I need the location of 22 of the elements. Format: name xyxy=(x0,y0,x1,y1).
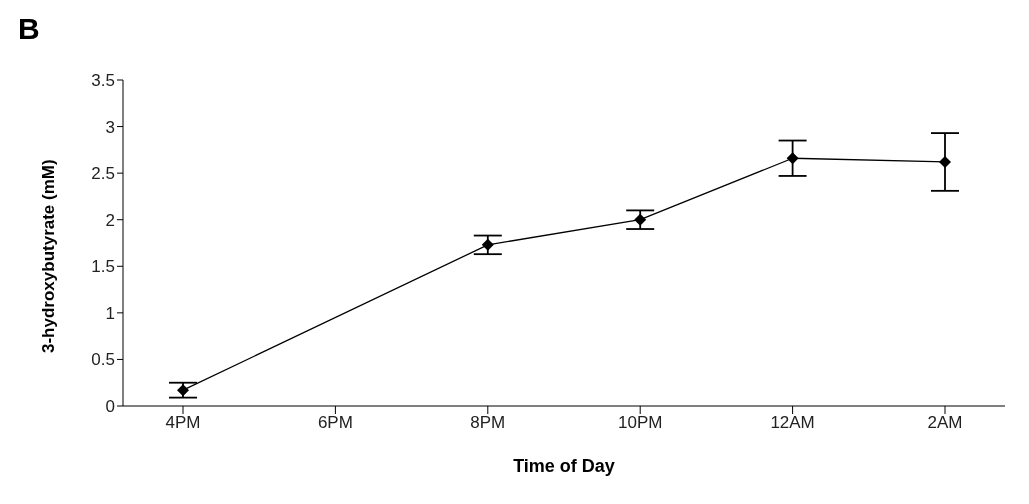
x-tick-label: 4PM xyxy=(165,413,201,433)
y-tick-label: 2.5 xyxy=(91,164,115,184)
y-tick-label: 3.5 xyxy=(91,71,115,91)
x-tick-label: 8PM xyxy=(470,413,506,433)
point xyxy=(939,155,951,168)
x-tick-label: 10PM xyxy=(617,413,663,433)
chart-title: B xyxy=(18,12,40,46)
point xyxy=(481,238,494,251)
y-tick-label: 3 xyxy=(105,117,115,137)
x-tick-label: 12AM xyxy=(770,413,815,433)
y-tick-label: 0.5 xyxy=(91,350,115,370)
point xyxy=(177,384,189,397)
y-axis-title: 3-hydroxybutyrate (mM) xyxy=(39,159,59,353)
y-tick-label: 1 xyxy=(105,303,115,323)
point xyxy=(634,213,647,226)
y-tick-label: 1.5 xyxy=(91,257,115,277)
point xyxy=(786,152,799,165)
x-tick-label: 6PM xyxy=(317,413,353,433)
x-axis-title: Time of Day xyxy=(513,456,615,476)
y-tick-label: 2 xyxy=(105,210,115,230)
y-tick-label: 0 xyxy=(105,397,115,417)
x-tick-label: 2AM xyxy=(927,413,963,433)
